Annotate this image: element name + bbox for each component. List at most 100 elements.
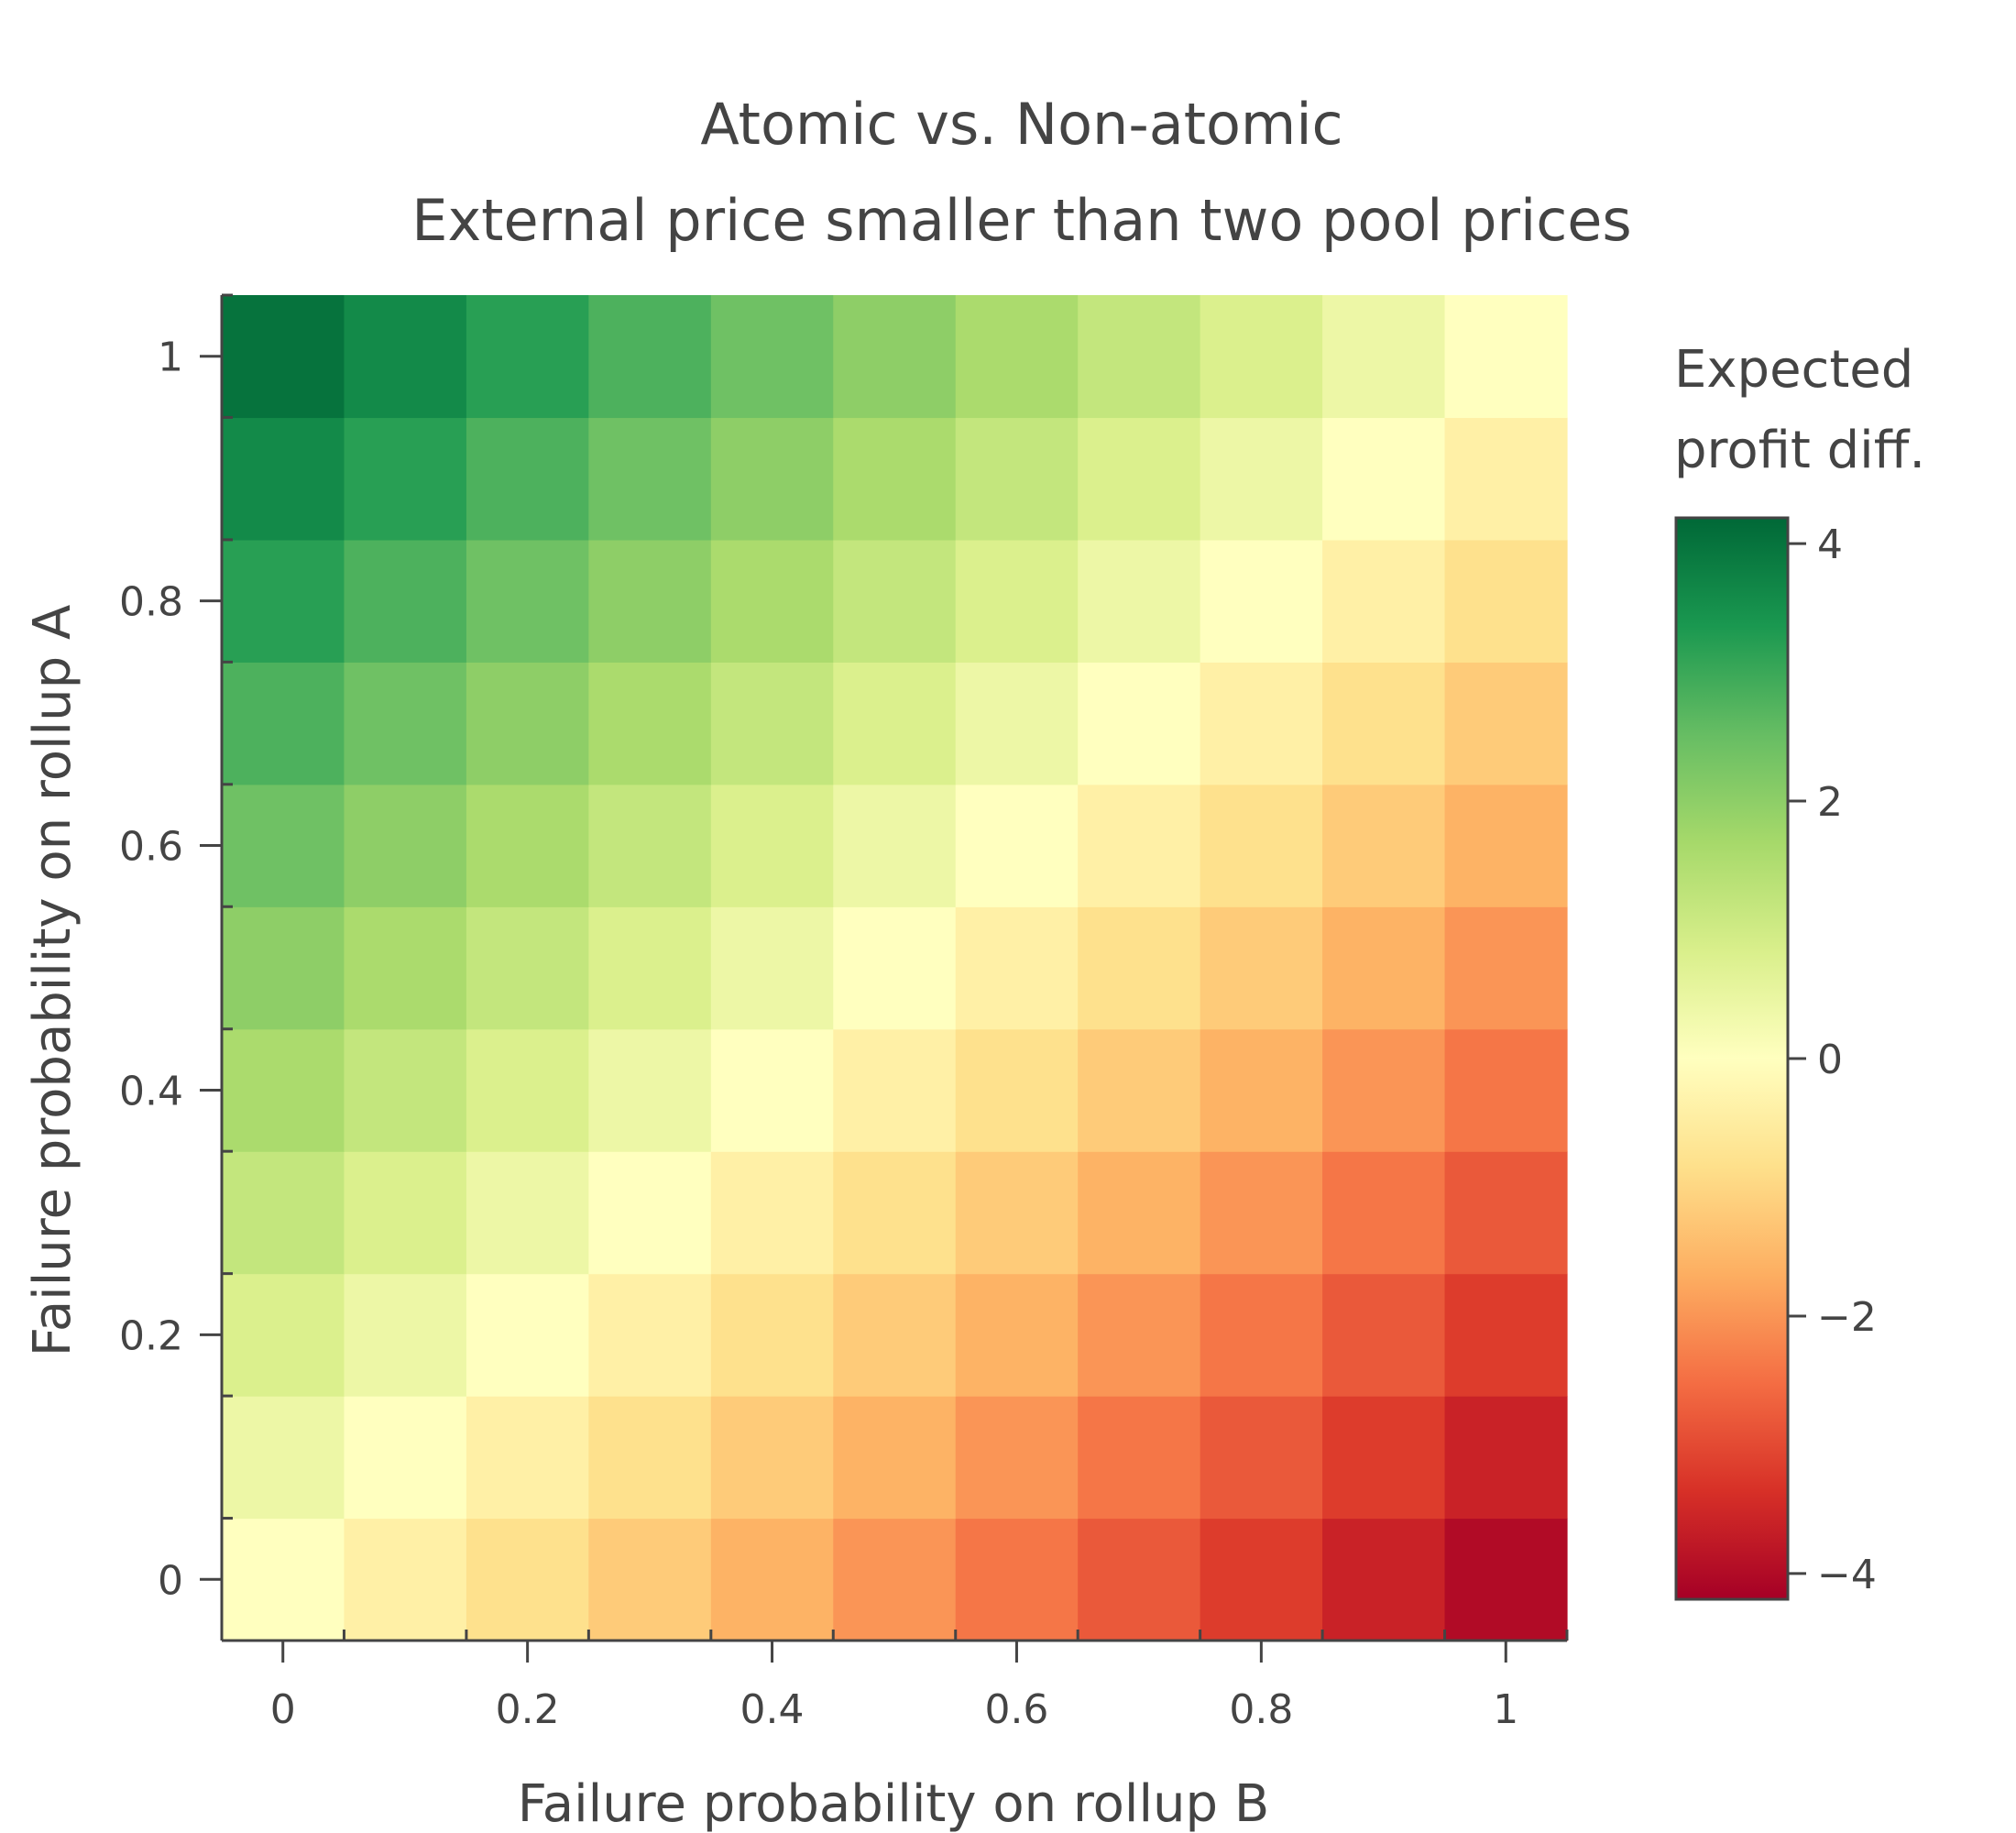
heatmap-cell — [1322, 1028, 1446, 1152]
heatmap-cell — [1322, 295, 1446, 419]
heatmap-cell — [466, 1518, 589, 1641]
heatmap-cell — [710, 1518, 834, 1641]
heatmap-cell — [1078, 662, 1201, 785]
heatmap-cell — [1200, 662, 1323, 785]
heatmap-cell — [955, 1151, 1079, 1275]
heatmap-cell — [1200, 1518, 1323, 1641]
heatmap-cell — [1078, 784, 1201, 907]
heatmap-cell — [1322, 1396, 1446, 1520]
heatmap-cell — [588, 417, 712, 541]
heatmap-cell — [1322, 417, 1446, 541]
heatmap-cell — [710, 1396, 834, 1520]
heatmap-cell — [955, 906, 1079, 1030]
heatmap-cell — [833, 1518, 957, 1641]
y-axis: 0 0.2 0.4 0.6 0.8 1 — [119, 293, 233, 1642]
heatmap-cell — [344, 1028, 467, 1152]
heatmap-cell — [1444, 1518, 1568, 1641]
heatmap-cell — [710, 295, 834, 419]
heatmap-cell — [710, 539, 834, 663]
heatmap-cell — [222, 1396, 345, 1520]
heatmap-cell — [1322, 1151, 1446, 1275]
heatmap-cell — [833, 417, 957, 541]
heatmap-cell — [833, 906, 957, 1030]
heatmap-cell — [222, 662, 345, 785]
y-tick-label: 0.8 — [119, 579, 183, 626]
colorbar-tick-label: 2 — [1817, 779, 1843, 826]
x-tick-label: 0.4 — [740, 1686, 805, 1733]
heatmap-cell — [833, 784, 957, 907]
heatmap-cell — [833, 295, 957, 419]
heatmap-cell — [344, 662, 467, 785]
heatmap-cell — [1444, 784, 1568, 907]
heatmap-cell — [1200, 906, 1323, 1030]
heatmap-cell — [1200, 417, 1323, 541]
heatmap-cell — [1322, 1518, 1446, 1641]
heatmap-cell — [955, 417, 1079, 541]
heatmap-cell — [955, 662, 1079, 785]
colorbar-gradient — [1674, 516, 1790, 1601]
heatmap-cell — [466, 1028, 589, 1152]
heatmap-cell — [955, 1028, 1079, 1152]
heatmap-cell — [1200, 1028, 1323, 1152]
heatmap-cell — [222, 1518, 345, 1641]
heatmap-cell — [588, 1273, 712, 1397]
heatmap-cell — [833, 1028, 957, 1152]
heatmap-cell — [1444, 662, 1568, 785]
heatmap-cell — [466, 1396, 589, 1520]
colorbar-tick-label: −2 — [1817, 1294, 1877, 1341]
heatmap-cell — [1078, 417, 1201, 541]
heatmap-cell — [1444, 417, 1568, 541]
heatmap-cell — [833, 1151, 957, 1275]
x-axis: 0 0.2 0.4 0.6 0.8 1 — [220, 1630, 1569, 1733]
heatmap-cell — [710, 417, 834, 541]
heatmap-cell — [710, 662, 834, 785]
chart-title: Atomic vs. Non-atomic — [700, 91, 1342, 158]
heatmap-cell — [1078, 1396, 1201, 1520]
heatmap-cell — [466, 539, 589, 663]
x-tick-label: 0 — [270, 1686, 296, 1733]
heatmap-cell — [344, 784, 467, 907]
heatmap-cell — [710, 784, 834, 907]
heatmap-cell — [833, 539, 957, 663]
heatmap-cell — [1322, 784, 1446, 907]
heatmap-cell — [1322, 1273, 1446, 1397]
colorbar-tick-label: 0 — [1817, 1037, 1843, 1083]
heatmap-cell — [588, 539, 712, 663]
x-tick-label: 0.2 — [496, 1686, 560, 1733]
x-tick-label: 0.8 — [1229, 1686, 1293, 1733]
heatmap-cell — [344, 539, 467, 663]
heatmap-cell — [588, 1518, 712, 1641]
heatmap-cell — [833, 1396, 957, 1520]
heatmap-cell — [344, 1518, 467, 1641]
heatmap-cell — [344, 1151, 467, 1275]
heatmap-cell — [1200, 784, 1323, 907]
heatmap-cell — [466, 784, 589, 907]
heatmap-cell — [466, 906, 589, 1030]
heatmap-cell — [466, 1151, 589, 1275]
heatmap-cell — [222, 1151, 345, 1275]
x-tick-label: 0.6 — [984, 1686, 1048, 1733]
heatmap-cell — [710, 906, 834, 1030]
y-tick-label: 1 — [158, 335, 183, 381]
heatmap-cell — [1444, 1028, 1568, 1152]
heatmap-cell — [588, 1151, 712, 1275]
heatmap-cell — [1078, 295, 1201, 419]
heatmap-cell — [955, 1273, 1079, 1397]
heatmap-cell — [222, 1273, 345, 1397]
x-tick-label: 1 — [1493, 1686, 1518, 1733]
heatmap-cell — [588, 295, 712, 419]
y-tick-label: 0.2 — [119, 1312, 183, 1359]
heatmap-cells — [222, 295, 1568, 1641]
heatmap-cell — [588, 662, 712, 785]
heatmap-cell — [1322, 906, 1446, 1030]
heatmap-cell — [955, 295, 1079, 419]
heatmap-cell — [1444, 906, 1568, 1030]
heatmap-cell — [588, 1028, 712, 1152]
heatmap-cell — [466, 295, 589, 419]
heatmap-cell — [1444, 1151, 1568, 1275]
colorbar-tick-label: −4 — [1817, 1552, 1877, 1598]
heatmap-cell — [1444, 1396, 1568, 1520]
heatmap-cell — [955, 1396, 1079, 1520]
heatmap-cell — [588, 784, 712, 907]
